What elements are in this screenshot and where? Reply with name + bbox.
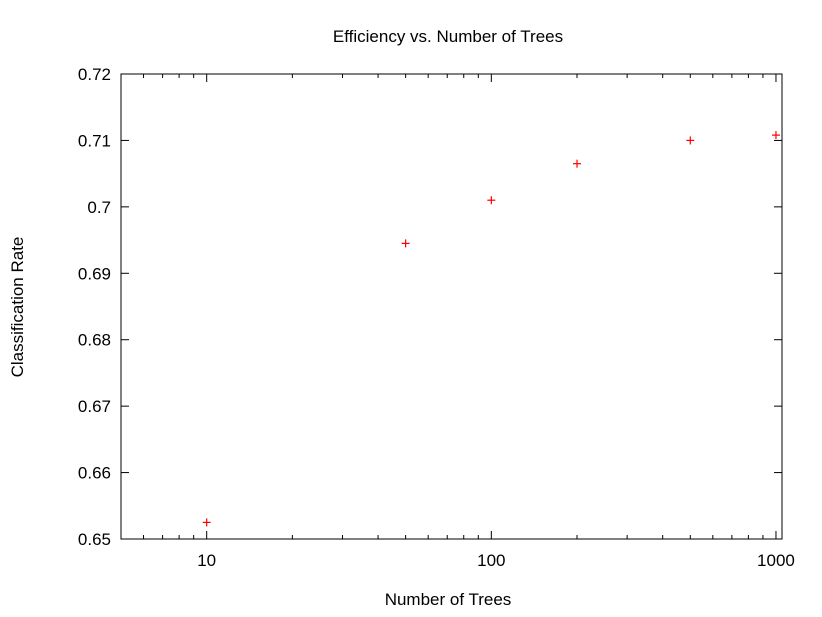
x-axis-label: Number of Trees — [385, 590, 512, 609]
x-tick-label: 1000 — [757, 551, 795, 570]
y-tick-label: 0.67 — [78, 397, 111, 416]
data-point — [487, 196, 496, 205]
x-axis: 10 100 1000 — [120, 74, 795, 570]
data-points — [202, 131, 780, 527]
y-tick-label: 0.72 — [78, 65, 111, 84]
data-point — [401, 239, 410, 248]
x-tick-label: 100 — [477, 551, 505, 570]
y-tick-label: 0.71 — [78, 131, 111, 150]
chart-title: Efficiency vs. Number of Trees — [333, 27, 563, 46]
y-tick-label: 0.7 — [87, 198, 111, 217]
y-tick-label: 0.65 — [78, 530, 111, 549]
y-axis: 0.65 0.66 0.67 0.68 0.69 0.7 0.71 0.72 — [78, 65, 782, 549]
data-point — [573, 159, 582, 168]
y-tick-label: 0.68 — [78, 331, 111, 350]
data-point — [202, 518, 211, 527]
plot-frame — [120, 73, 783, 540]
x-tick-label: 10 — [197, 551, 216, 570]
y-tick-label: 0.69 — [78, 264, 111, 283]
data-point — [771, 131, 780, 140]
y-axis-label: Classification Rate — [8, 237, 27, 378]
y-tick-label: 0.66 — [78, 464, 111, 483]
data-point — [686, 136, 695, 145]
